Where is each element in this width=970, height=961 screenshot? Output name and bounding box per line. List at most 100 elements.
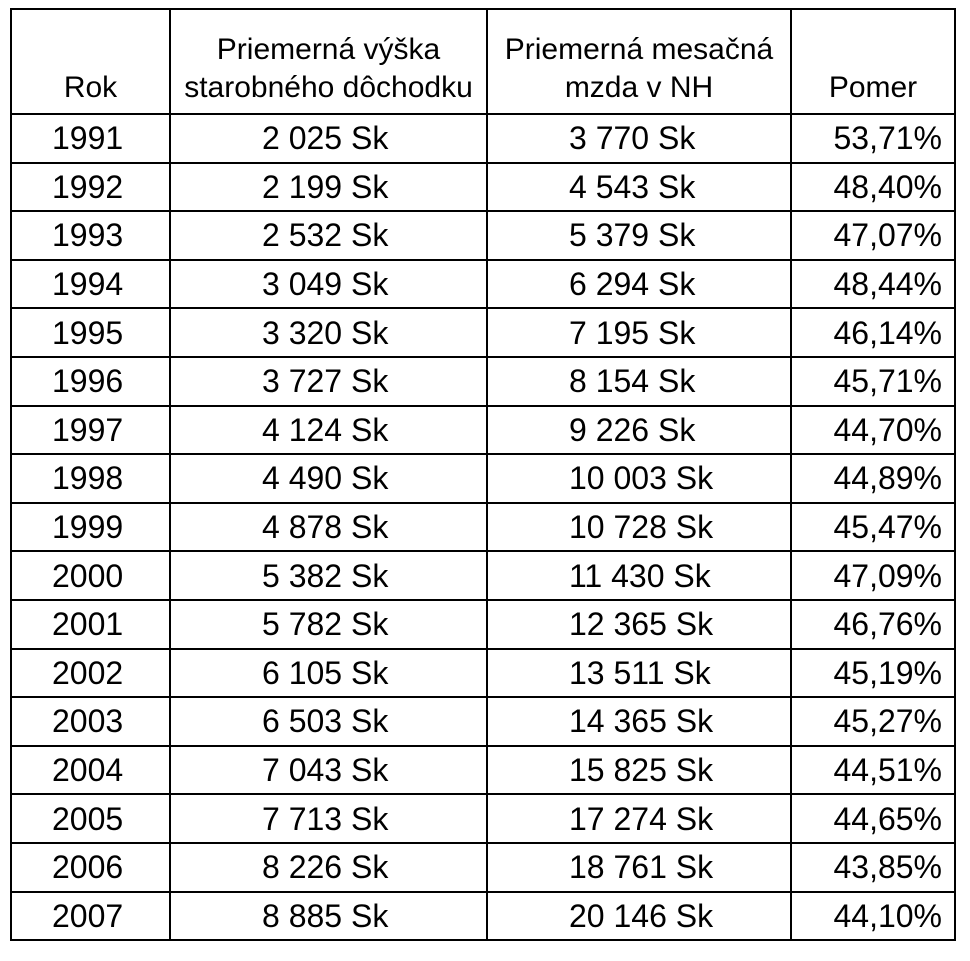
table-row: 2004 7 043 Sk 15 825 Sk 44,51% xyxy=(10,744,956,796)
cell-wage: 14 365 Sk xyxy=(486,696,792,747)
table-row: 2001 5 782 Sk 12 365 Sk 46,76% xyxy=(10,598,956,650)
table-row: 2003 6 503 Sk 14 365 Sk 45,27% xyxy=(10,696,956,747)
cell-wage: 20 146 Sk xyxy=(486,890,792,942)
table-row: 2005 7 713 Sk 17 274 Sk 44,65% xyxy=(10,793,956,844)
table-container: Rok Priemerná výška starobného dôchodku … xyxy=(10,8,956,942)
cell-pension: 5 782 Sk xyxy=(169,598,488,650)
cell-ratio: 45,27% xyxy=(790,696,956,747)
cell-pension: 5 382 Sk xyxy=(169,550,488,601)
header-pension: Priemerná výška starobného dôchodku xyxy=(169,8,488,115)
cell-pension: 4 124 Sk xyxy=(169,404,488,456)
cell-pension: 4 490 Sk xyxy=(169,453,488,504)
cell-year: 1992 xyxy=(10,161,171,213)
table-row: 1999 4 878 Sk 10 728 Sk 45,47% xyxy=(10,501,956,553)
table-header: Rok Priemerná výška starobného dôchodku … xyxy=(10,8,956,115)
cell-year: 1991 xyxy=(10,113,171,164)
cell-wage: 13 511 Sk xyxy=(486,647,792,699)
cell-pension: 3 727 Sk xyxy=(169,355,488,407)
cell-year: 2004 xyxy=(10,744,171,796)
cell-ratio: 47,09% xyxy=(790,550,956,601)
cell-ratio: 48,40% xyxy=(790,161,956,213)
cell-wage: 10 003 Sk xyxy=(486,453,792,504)
table-row: 2007 8 885 Sk 20 146 Sk 44,10% xyxy=(10,890,956,942)
cell-wage: 11 430 Sk xyxy=(486,550,792,601)
cell-ratio: 44,65% xyxy=(790,793,956,844)
cell-ratio: 45,71% xyxy=(790,355,956,407)
header-ratio-label: Pomer xyxy=(828,71,918,104)
cell-pension: 2 199 Sk xyxy=(169,161,488,213)
cell-pension: 2 025 Sk xyxy=(169,113,488,164)
table-row: 1992 2 199 Sk 4 543 Sk 48,40% xyxy=(10,161,956,213)
cell-pension: 6 503 Sk xyxy=(169,696,488,747)
cell-pension: 6 105 Sk xyxy=(169,647,488,699)
cell-ratio: 46,14% xyxy=(790,307,956,358)
cell-ratio: 45,19% xyxy=(790,647,956,699)
cell-year: 1999 xyxy=(10,501,171,553)
header-row: Rok Priemerná výška starobného dôchodku … xyxy=(10,8,956,115)
cell-year: 2002 xyxy=(10,647,171,699)
table-row: 2002 6 105 Sk 13 511 Sk 45,19% xyxy=(10,647,956,699)
table-row: 2006 8 226 Sk 18 761 Sk 43,85% xyxy=(10,841,956,893)
cell-year: 1994 xyxy=(10,258,171,310)
cell-year: 2006 xyxy=(10,841,171,893)
cell-year: 2003 xyxy=(10,696,171,747)
cell-pension: 7 713 Sk xyxy=(169,793,488,844)
cell-pension: 4 878 Sk xyxy=(169,501,488,553)
cell-wage: 5 379 Sk xyxy=(486,210,792,261)
table-row: 2000 5 382 Sk 11 430 Sk 47,09% xyxy=(10,550,956,601)
cell-ratio: 47,07% xyxy=(790,210,956,261)
cell-year: 1997 xyxy=(10,404,171,456)
cell-ratio: 53,71% xyxy=(790,113,956,164)
table-body: 1991 2 025 Sk 3 770 Sk 53,71% 1992 2 199 Sk 4 … xyxy=(10,113,956,942)
cell-ratio: 44,89% xyxy=(790,453,956,504)
cell-pension: 3 320 Sk xyxy=(169,307,488,358)
cell-year: 2001 xyxy=(10,598,171,650)
table-row: 1995 3 320 Sk 7 195 Sk 46,14% xyxy=(10,307,956,358)
cell-year: 2000 xyxy=(10,550,171,601)
cell-wage: 12 365 Sk xyxy=(486,598,792,650)
cell-year: 1995 xyxy=(10,307,171,358)
cell-wage: 8 154 Sk xyxy=(486,355,792,407)
table-row: 1993 2 532 Sk 5 379 Sk 47,07% xyxy=(10,210,956,261)
cell-wage: 9 226 Sk xyxy=(486,404,792,456)
table-row: 1998 4 490 Sk 10 003 Sk 44,89% xyxy=(10,453,956,504)
cell-wage: 7 195 Sk xyxy=(486,307,792,358)
header-ratio: Pomer xyxy=(790,8,956,115)
table-row: 1996 3 727 Sk 8 154 Sk 45,71% xyxy=(10,355,956,407)
cell-ratio: 44,10% xyxy=(790,890,956,942)
cell-pension: 7 043 Sk xyxy=(169,744,488,796)
header-wage: Priemerná mesačná mzda v NH xyxy=(486,8,792,115)
cell-year: 2007 xyxy=(10,890,171,942)
header-wage-line-2: mzda v NH xyxy=(564,71,714,104)
cell-wage: 3 770 Sk xyxy=(486,113,792,164)
table-row: 1991 2 025 Sk 3 770 Sk 53,71% xyxy=(10,113,956,164)
cell-wage: 6 294 Sk xyxy=(486,258,792,310)
cell-year: 1996 xyxy=(10,355,171,407)
cell-year: 1998 xyxy=(10,453,171,504)
cell-pension: 8 226 Sk xyxy=(169,841,488,893)
cell-ratio: 46,76% xyxy=(790,598,956,650)
cell-wage: 18 761 Sk xyxy=(486,841,792,893)
cell-year: 1993 xyxy=(10,210,171,261)
cell-ratio: 48,44% xyxy=(790,258,956,310)
cell-pension: 2 532 Sk xyxy=(169,210,488,261)
header-wage-line-1: Priemerná mesačná xyxy=(504,33,774,66)
cell-pension: 3 049 Sk xyxy=(169,258,488,310)
table-row: 1994 3 049 Sk 6 294 Sk 48,44% xyxy=(10,258,956,310)
cell-wage: 10 728 Sk xyxy=(486,501,792,553)
cell-ratio: 44,51% xyxy=(790,744,956,796)
cell-pension: 8 885 Sk xyxy=(169,890,488,942)
cell-ratio: 44,70% xyxy=(790,404,956,456)
header-pension-line-1: Priemerná výška xyxy=(216,33,441,66)
header-year-label: Rok xyxy=(63,71,118,104)
cell-wage: 4 543 Sk xyxy=(486,161,792,213)
cell-wage: 17 274 Sk xyxy=(486,793,792,844)
cell-ratio: 43,85% xyxy=(790,841,956,893)
cell-year: 2005 xyxy=(10,793,171,844)
header-pension-line-2: starobného dôchodku xyxy=(184,71,473,104)
cell-wage: 15 825 Sk xyxy=(486,744,792,796)
header-year: Rok xyxy=(10,8,171,115)
pension-wage-table: Rok Priemerná výška starobného dôchodku … xyxy=(10,8,956,942)
table-row: 1997 4 124 Sk 9 226 Sk 44,70% xyxy=(10,404,956,456)
cell-ratio: 45,47% xyxy=(790,501,956,553)
